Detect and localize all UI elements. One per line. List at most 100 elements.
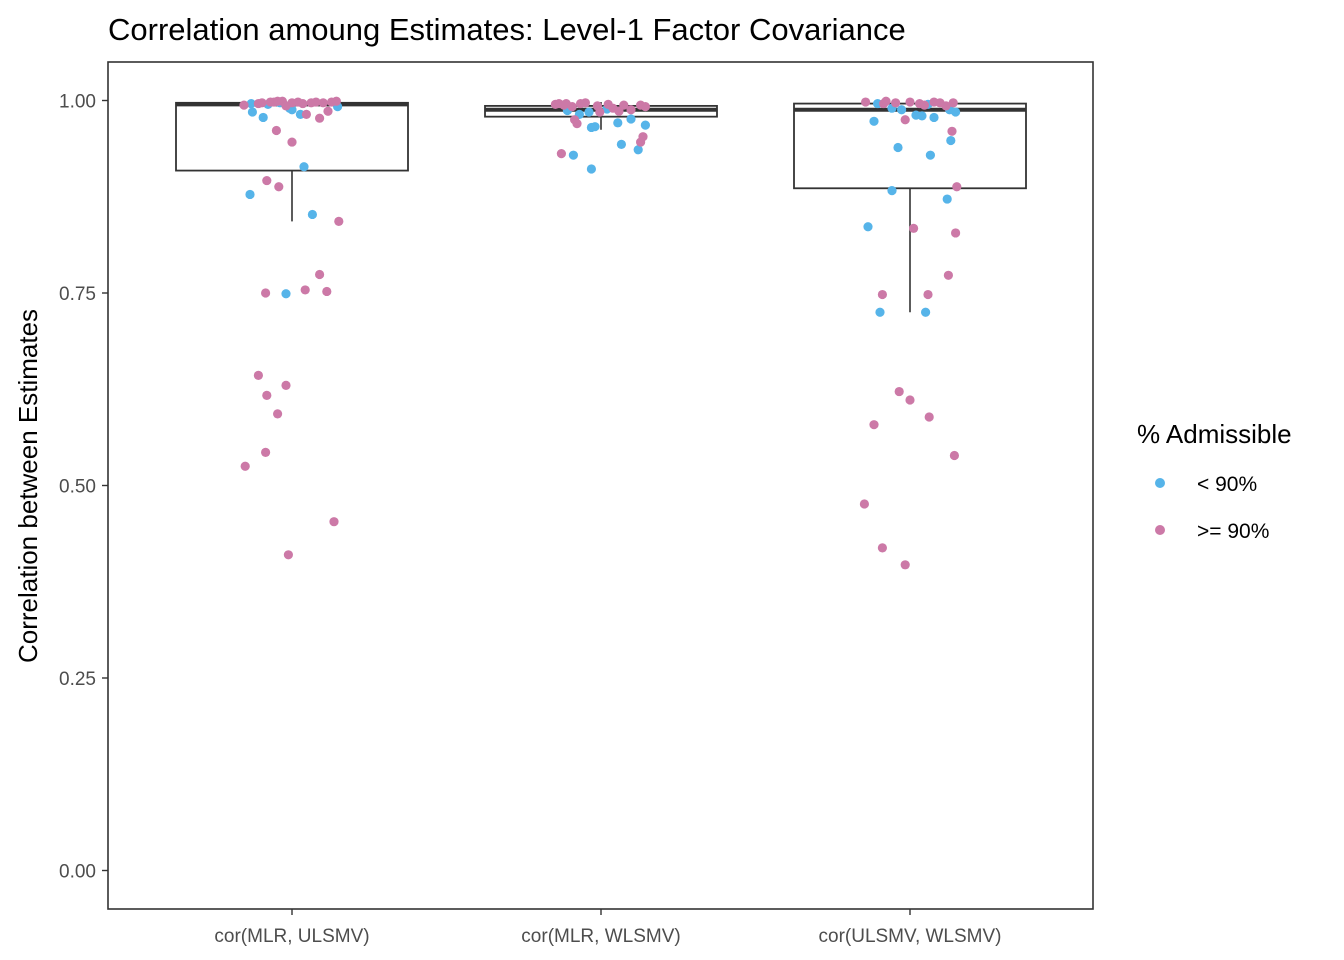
point-above-90 bbox=[311, 97, 321, 107]
point-above-90 bbox=[619, 100, 629, 110]
point-above-90 bbox=[891, 98, 901, 108]
x-tick-label: cor(MLR, WLSMV) bbox=[521, 926, 680, 947]
x-axis: cor(MLR, ULSMV) cor(MLR, WLSMV) cor(ULSMV,… bbox=[214, 909, 1002, 947]
x-tick-label: cor(MLR, ULSMV) bbox=[214, 926, 369, 947]
legend-label-above-90: >= 90% bbox=[1197, 520, 1269, 543]
point-below-90 bbox=[929, 112, 939, 123]
legend-title: % Admissible bbox=[1137, 419, 1292, 449]
point-below-90 bbox=[281, 289, 291, 299]
point-above-90 bbox=[262, 390, 272, 401]
point-below-90 bbox=[633, 145, 643, 155]
point-above-90 bbox=[261, 288, 271, 298]
point-above-90 bbox=[334, 216, 344, 226]
point-above-90 bbox=[281, 380, 291, 390]
point-above-90 bbox=[271, 125, 281, 136]
point-above-90 bbox=[877, 543, 888, 553]
point-above-90 bbox=[894, 386, 904, 397]
legend: % Admissible < 90% >= 90% bbox=[1137, 419, 1292, 543]
point-above-90 bbox=[923, 289, 933, 300]
legend-swatch-below-90 bbox=[1155, 478, 1165, 488]
point-below-90 bbox=[586, 164, 597, 174]
point-above-90 bbox=[909, 223, 919, 233]
point-above-90 bbox=[919, 100, 930, 110]
point-above-90 bbox=[239, 100, 249, 110]
point-above-90 bbox=[948, 98, 958, 108]
point-above-90 bbox=[556, 149, 567, 159]
point-above-90 bbox=[301, 109, 311, 119]
point-below-90 bbox=[247, 107, 257, 117]
point-above-90 bbox=[298, 98, 308, 109]
point-above-90 bbox=[905, 97, 915, 107]
point-above-90 bbox=[329, 517, 339, 527]
x-tick-label: cor(ULSMV, WLSMV) bbox=[819, 926, 1002, 947]
point-below-90 bbox=[951, 107, 961, 117]
point-above-90 bbox=[638, 132, 648, 142]
point-above-90 bbox=[274, 182, 284, 192]
point-below-90 bbox=[584, 107, 594, 117]
point-above-90 bbox=[881, 96, 891, 106]
point-below-90 bbox=[893, 142, 903, 153]
point-above-90 bbox=[900, 560, 910, 570]
point-above-90 bbox=[941, 101, 951, 111]
point-above-90 bbox=[315, 113, 325, 123]
point-below-90 bbox=[640, 120, 651, 130]
y-tick-label: 1.00 bbox=[59, 92, 96, 113]
point-below-90 bbox=[616, 139, 627, 149]
point-below-90 bbox=[887, 185, 897, 196]
point-above-90 bbox=[640, 102, 651, 112]
point-below-90 bbox=[568, 150, 579, 160]
point-below-90 bbox=[863, 222, 873, 232]
point-below-90 bbox=[925, 150, 936, 160]
point-above-90 bbox=[572, 119, 582, 129]
point-below-90 bbox=[258, 112, 268, 123]
point-below-90 bbox=[942, 194, 952, 204]
point-above-90 bbox=[567, 102, 577, 112]
point-above-90 bbox=[283, 550, 293, 560]
point-below-90 bbox=[246, 98, 256, 109]
point-above-90 bbox=[877, 289, 888, 300]
point-below-90 bbox=[613, 118, 623, 128]
point-below-90 bbox=[869, 116, 879, 126]
y-axis-title: Correlation between Estimates bbox=[13, 309, 43, 663]
point-below-90 bbox=[307, 209, 317, 220]
point-below-90 bbox=[299, 162, 309, 172]
point-above-90 bbox=[240, 461, 250, 471]
point-above-90 bbox=[261, 447, 271, 457]
y-tick-label: 0.00 bbox=[59, 862, 96, 883]
point-above-90 bbox=[949, 450, 960, 461]
point-above-90 bbox=[253, 370, 263, 380]
point-above-90 bbox=[869, 420, 879, 430]
points-layer bbox=[239, 96, 962, 570]
point-above-90 bbox=[861, 97, 871, 107]
y-tick-label: 0.25 bbox=[59, 669, 96, 690]
point-above-90 bbox=[905, 395, 915, 405]
point-above-90 bbox=[924, 412, 934, 422]
box-body bbox=[793, 102, 1027, 190]
point-above-90 bbox=[318, 98, 328, 108]
y-tick-label: 0.75 bbox=[59, 284, 96, 305]
point-above-90 bbox=[322, 286, 332, 297]
point-below-90 bbox=[626, 114, 636, 124]
chart-title: Correlation amoung Estimates: Level-1 Fa… bbox=[108, 12, 906, 47]
point-below-90 bbox=[897, 105, 907, 115]
point-below-90 bbox=[875, 307, 885, 317]
point-above-90 bbox=[626, 105, 636, 115]
point-above-90 bbox=[943, 270, 954, 280]
point-above-90 bbox=[859, 499, 870, 509]
point-above-90 bbox=[595, 107, 605, 117]
point-above-90 bbox=[947, 126, 957, 136]
point-below-90 bbox=[946, 135, 956, 146]
y-axis: 0.00 0.25 0.50 0.75 1.00 bbox=[59, 92, 108, 883]
point-above-90 bbox=[900, 115, 910, 125]
point-above-90 bbox=[580, 98, 591, 108]
plot-panel bbox=[107, 61, 1094, 910]
point-above-90 bbox=[257, 98, 267, 108]
point-below-90 bbox=[586, 122, 597, 133]
point-below-90 bbox=[245, 189, 255, 200]
legend-label-below-90: < 90% bbox=[1197, 473, 1257, 496]
legend-swatch-above-90 bbox=[1155, 525, 1165, 535]
point-above-90 bbox=[300, 285, 310, 295]
point-above-90 bbox=[287, 137, 297, 147]
point-above-90 bbox=[315, 269, 325, 280]
